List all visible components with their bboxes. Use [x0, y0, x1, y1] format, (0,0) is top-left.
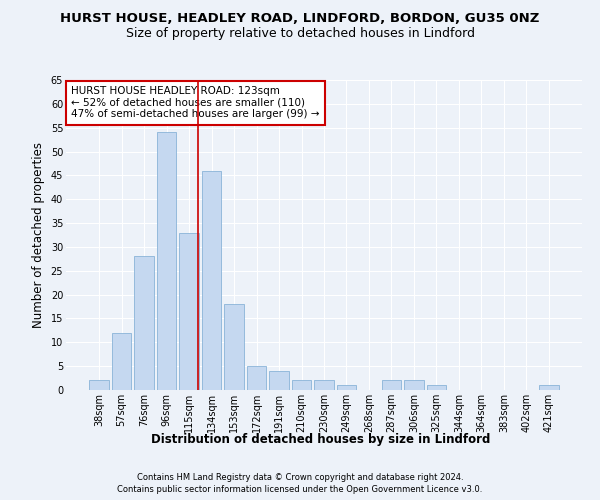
Bar [179, 232, 199, 390]
Bar [202, 170, 221, 390]
Bar [427, 385, 446, 390]
Bar [112, 333, 131, 390]
Text: Size of property relative to detached houses in Lindford: Size of property relative to detached ho… [125, 28, 475, 40]
Bar [292, 380, 311, 390]
Bar [314, 380, 334, 390]
Bar [134, 256, 154, 390]
Text: HURST HOUSE, HEADLEY ROAD, LINDFORD, BORDON, GU35 0NZ: HURST HOUSE, HEADLEY ROAD, LINDFORD, BOR… [61, 12, 539, 26]
Bar [404, 380, 424, 390]
Text: Distribution of detached houses by size in Lindford: Distribution of detached houses by size … [151, 432, 491, 446]
Bar [247, 366, 266, 390]
Bar [269, 371, 289, 390]
Y-axis label: Number of detached properties: Number of detached properties [32, 142, 45, 328]
Bar [539, 385, 559, 390]
Bar [382, 380, 401, 390]
Text: HURST HOUSE HEADLEY ROAD: 123sqm
← 52% of detached houses are smaller (110)
47% : HURST HOUSE HEADLEY ROAD: 123sqm ← 52% o… [71, 86, 320, 120]
Bar [89, 380, 109, 390]
Text: Contains HM Land Registry data © Crown copyright and database right 2024.: Contains HM Land Registry data © Crown c… [137, 472, 463, 482]
Bar [157, 132, 176, 390]
Bar [224, 304, 244, 390]
Bar [337, 385, 356, 390]
Text: Contains public sector information licensed under the Open Government Licence v3: Contains public sector information licen… [118, 485, 482, 494]
